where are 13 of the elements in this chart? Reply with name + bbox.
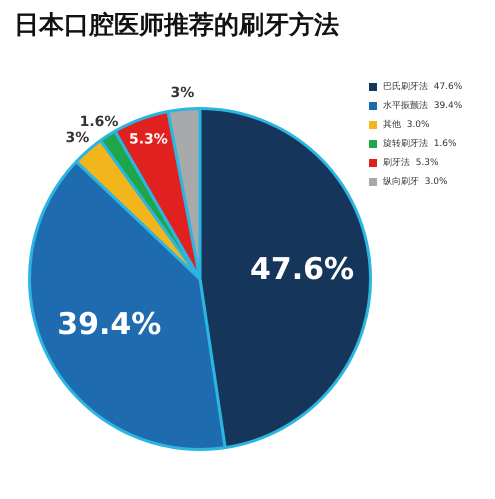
legend-label: 刷牙法 5.3% — [383, 156, 439, 169]
data-label: 1.6% — [80, 114, 118, 130]
data-label: 47.6% — [250, 252, 354, 288]
chart-title: 日本口腔医师推荐的刷牙方法 — [14, 9, 339, 41]
data-label: 3% — [66, 130, 90, 146]
legend-label: 巴氏刷牙法 47.6% — [383, 80, 462, 93]
legend-label: 旋转刷牙法 1.6% — [383, 138, 457, 150]
legend-label: 水平振颤法 39.4% — [383, 100, 462, 112]
legend-label: 纵向刷牙 3.0% — [383, 176, 448, 188]
data-label: 3% — [170, 84, 194, 101]
legend-label: 其他 3.0% — [383, 118, 430, 131]
data-label: 39.4% — [57, 307, 162, 342]
data-label: 5.3% — [128, 132, 168, 148]
